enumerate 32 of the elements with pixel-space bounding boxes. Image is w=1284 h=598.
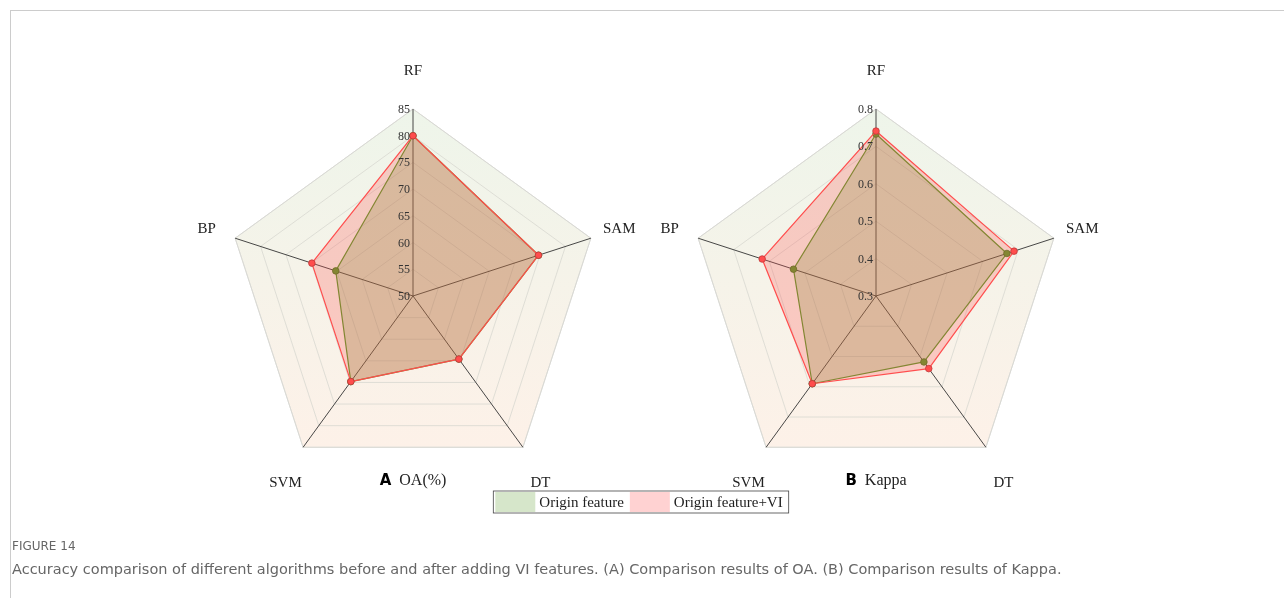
text: A bbox=[379, 471, 392, 490]
y-tick-label: 50 bbox=[398, 289, 410, 303]
spoke-label: SVM bbox=[732, 474, 765, 491]
spoke-label: BP bbox=[197, 219, 216, 236]
legend-label: Origin feature bbox=[539, 494, 625, 510]
spoke-label: SVM bbox=[269, 474, 302, 491]
y-tick-label: 0.6 bbox=[858, 176, 873, 191]
spoke-label: RF bbox=[866, 62, 886, 79]
y-tick-label: 0.7 bbox=[858, 139, 873, 154]
y-tick-label: 0.4 bbox=[858, 251, 873, 266]
spoke-label: SAM bbox=[603, 219, 636, 236]
text: B bbox=[845, 471, 857, 490]
spoke-label: BP bbox=[660, 219, 679, 236]
y-tick-label: 0.5 bbox=[858, 214, 873, 229]
spoke-label: DT bbox=[993, 474, 1014, 491]
legend-label: Origin feature+VI bbox=[673, 494, 783, 510]
caption: FIGURE 14 bbox=[12, 539, 76, 553]
y-tick-label: 0.8 bbox=[858, 102, 873, 116]
y-tick-label: 70 bbox=[398, 182, 410, 197]
spoke-label: RF bbox=[403, 62, 423, 79]
y-tick-label: 65 bbox=[398, 208, 410, 223]
y-tick-label: 85 bbox=[398, 102, 410, 116]
text: Kappa bbox=[864, 471, 907, 490]
y-tick-label: 55 bbox=[398, 262, 410, 277]
spoke-label: SAM bbox=[1066, 219, 1099, 236]
y-tick-label: 0.3 bbox=[858, 289, 873, 303]
y-tick-label: 60 bbox=[398, 235, 410, 250]
y-tick-label: 75 bbox=[398, 155, 410, 170]
text: OA(%) bbox=[399, 471, 447, 490]
spoke-label: DT bbox=[530, 474, 551, 491]
text: Accuracy comparison of different algorithms before and after adding VI features. (A) Comparison results of OA. (B) Comparison results of Kappa. bbox=[12, 561, 1062, 577]
y-tick-label: 80 bbox=[398, 128, 410, 143]
